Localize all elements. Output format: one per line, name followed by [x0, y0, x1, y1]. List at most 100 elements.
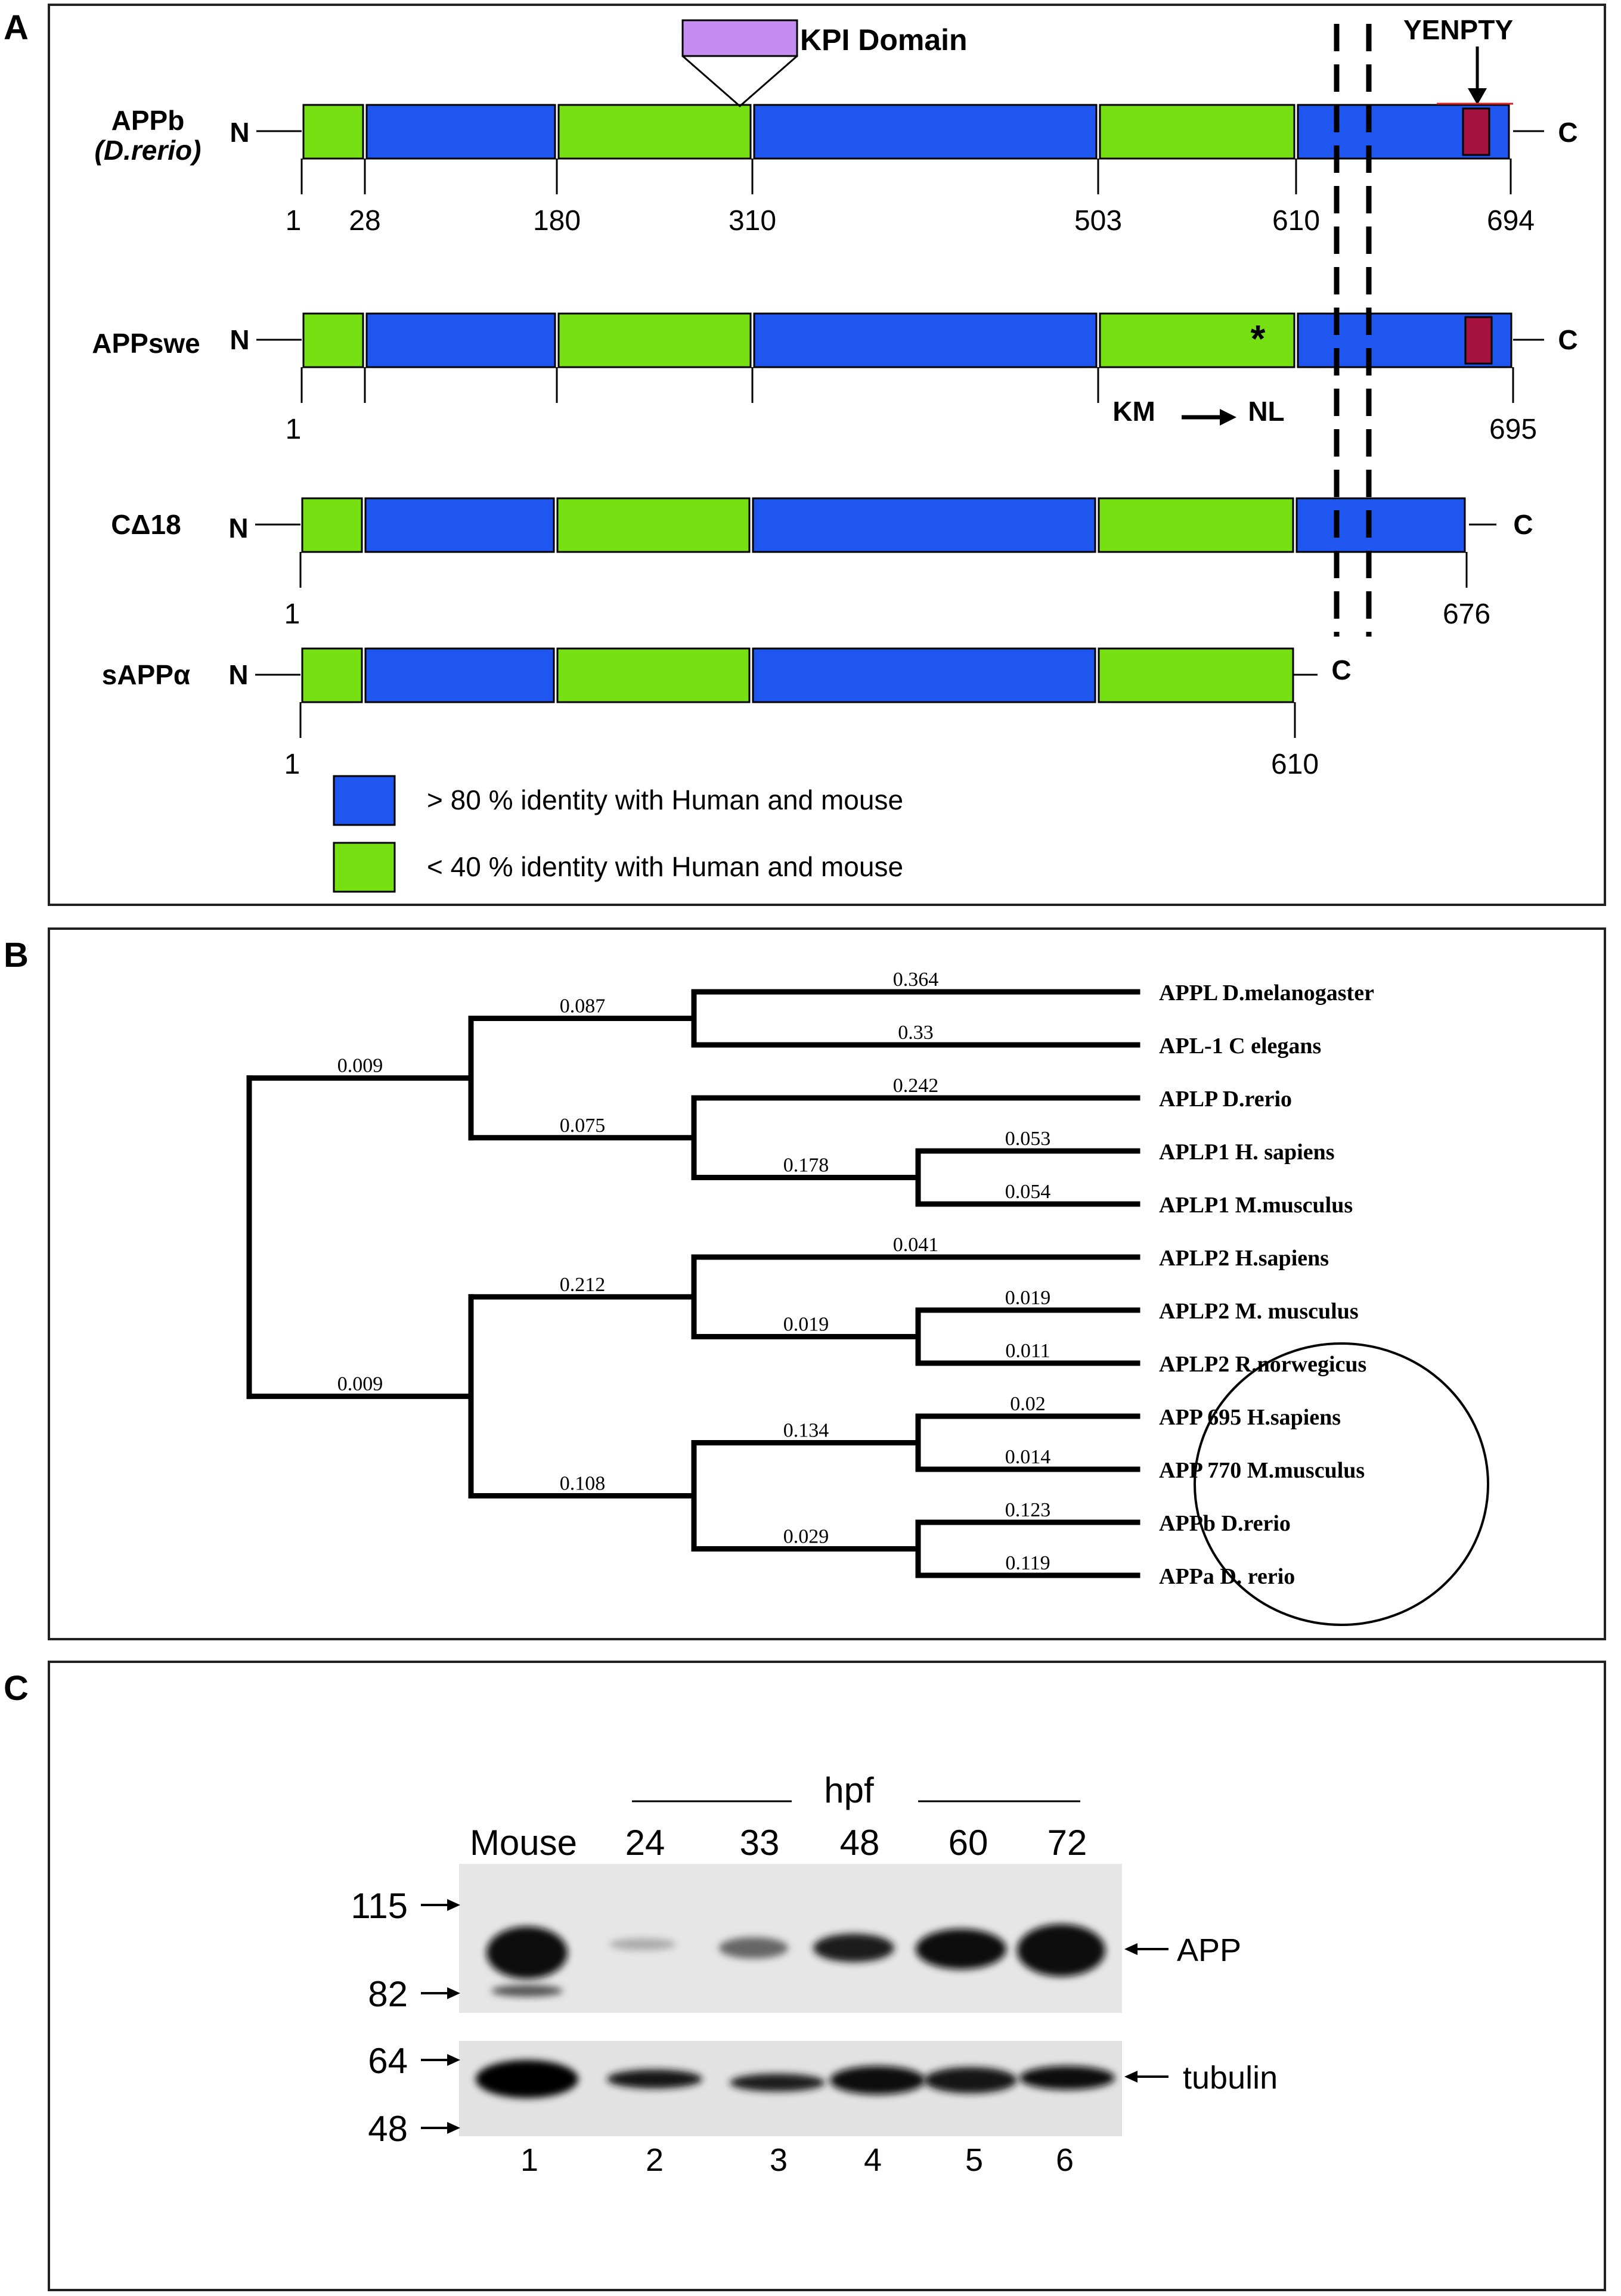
swedish-mutation-star: *	[1251, 317, 1266, 360]
legend-label-low-identity: < 40 % identity with Human and mouse	[427, 851, 903, 882]
panel-a: A APPb (D.rerio) APPswe CΔ18 sAPPα N N N…	[4, 4, 1606, 906]
residue-label: 310	[729, 205, 776, 237]
residue-label: 1	[286, 414, 302, 445]
legend-label-high-identity: > 80 % identity with Human and mouse	[427, 784, 903, 815]
band-label-app: APP	[1177, 1932, 1241, 1968]
construct-3-segment-4	[752, 497, 1096, 553]
app-blot	[459, 1864, 1122, 2013]
lane-number-6: 6	[1056, 2142, 1074, 2178]
c-terminus-label: C	[1558, 324, 1577, 355]
branch-length-label: 0.011	[1005, 1340, 1050, 1362]
lane-number-2: 2	[646, 2142, 664, 2178]
kpi-domain-box	[681, 19, 798, 57]
legend-swatch-green	[333, 842, 396, 893]
branch-length-label: 0.014	[1005, 1446, 1051, 1468]
taxon-label: APL-1 C elegans	[1159, 1034, 1321, 1059]
lane-header-72: 72	[1047, 1823, 1087, 1863]
branch-length-label: 0.053	[1005, 1128, 1051, 1150]
panel-c-frame	[48, 1661, 1606, 2291]
residue-label: 694	[1487, 205, 1535, 237]
construct-label-cdelta18: CΔ18	[111, 509, 181, 540]
c-terminus-label: C	[1331, 654, 1351, 685]
residue-label: 1	[286, 205, 302, 237]
construct-label-appb-species: (D.rerio)	[95, 135, 202, 166]
taxon-label: APP 695 H.sapiens	[1159, 1405, 1341, 1430]
phylogenetic-tree: 0.009 0.087 0.364 APPL D.melanogaster 0.33 AP…	[246, 969, 1374, 1589]
taxon-label: APLP1 M.musculus	[1159, 1193, 1353, 1218]
construct-4-segment-5	[1098, 647, 1294, 703]
n-terminus-label: N	[228, 659, 248, 690]
taxon-label: APP 770 M.musculus	[1159, 1458, 1365, 1483]
construct-2-segment-2	[365, 312, 556, 368]
construct-label-appb: APPb	[111, 105, 185, 136]
construct-1-segment-5	[1099, 104, 1295, 160]
panel-c: C hpf Mouse 24 33 48 60	[4, 1661, 1606, 2291]
construct-1-segment-4	[753, 104, 1098, 160]
branch-length-label: 0.009	[337, 1055, 383, 1077]
branch-length-label: 0.134	[783, 1420, 829, 1442]
construct-label-sappalpha: sAPPα	[102, 659, 190, 690]
mw-marker-48: 48	[368, 2109, 408, 2149]
panel-b-letter: B	[4, 936, 29, 975]
mw-marker-arrows	[421, 1904, 448, 2129]
construct-2-segment-4	[753, 312, 1098, 368]
lane-number-1: 1	[520, 2142, 538, 2178]
hpf-label: hpf	[824, 1770, 874, 1810]
kpi-domain-label: KPI Domain	[800, 23, 968, 57]
construct-4-segment-3	[556, 647, 751, 703]
branch-length-label: 0.119	[1005, 1552, 1050, 1574]
taxon-label: APLP D.rerio	[1159, 1087, 1292, 1112]
construct-3-segment-6	[1295, 497, 1466, 553]
branch-length-label: 0.212	[560, 1274, 606, 1296]
residue-label: 180	[533, 205, 581, 237]
construct-1-segment-1	[302, 104, 364, 160]
taxon-label: APPL D.melanogaster	[1159, 981, 1374, 1006]
lane-header-33: 33	[740, 1823, 780, 1863]
panel-a-letter: A	[4, 8, 29, 47]
lane-number-5: 5	[965, 2142, 983, 2178]
construct-3-segment-3	[556, 497, 751, 553]
construct-1-segment-3	[557, 104, 752, 160]
construct-bars: 1 28 180 310 503 610 694 1 695 1 676 1 610	[284, 104, 1537, 780]
branch-length-label: 0.02	[1010, 1393, 1046, 1415]
construct-4-segment-4	[752, 647, 1096, 703]
band-label-tubulin: tubulin	[1183, 2060, 1278, 2096]
branch-length-label: 0.054	[1005, 1181, 1051, 1203]
residue-label: 28	[349, 205, 380, 237]
construct-1-segment-2	[365, 104, 556, 160]
branch-length-label: 0.087	[560, 995, 606, 1017]
lane-header-60: 60	[949, 1823, 988, 1863]
panel-b: B 0.009 0.087 0.364 APPL D.melanogaster 0.33…	[4, 927, 1606, 1640]
yenpty-motif	[1462, 107, 1490, 156]
branch-length-label: 0.242	[893, 1075, 939, 1097]
n-terminus-label: N	[230, 117, 249, 148]
taxon-label: APLP2 M. musculus	[1159, 1299, 1359, 1324]
n-terminus-label: N	[228, 513, 248, 544]
taxon-label: APPa D. rerio	[1159, 1564, 1295, 1589]
residue-label: 676	[1443, 598, 1490, 630]
branch-length-label: 0.178	[783, 1155, 829, 1177]
lane-header-48: 48	[840, 1823, 880, 1863]
c-terminus-label: C	[1513, 509, 1533, 540]
legend-swatch-blue	[333, 775, 396, 826]
branch-length-label: 0.108	[560, 1473, 606, 1495]
c-terminus-label: C	[1558, 117, 1577, 148]
branch-length-label: 0.019	[783, 1314, 829, 1336]
tubulin-blot	[459, 2041, 1122, 2136]
mw-marker-115: 115	[351, 1886, 408, 1926]
mutation-to-label: NL	[1248, 396, 1284, 427]
lane-number-4: 4	[864, 2142, 882, 2178]
branch-length-label: 0.029	[783, 1526, 829, 1548]
lane-number-3: 3	[770, 2142, 788, 2178]
construct-3-segment-1	[301, 497, 363, 553]
taxon-label: APLP2 H.sapiens	[1159, 1246, 1329, 1271]
branch-length-label: 0.123	[1005, 1499, 1051, 1521]
mw-marker-64: 64	[368, 2041, 408, 2081]
construct-2-segment-3	[557, 312, 752, 368]
construct-label-appswe: APPswe	[92, 328, 200, 359]
panel-c-letter: C	[4, 1669, 29, 1708]
construct-2-segment-1	[302, 312, 364, 368]
branch-length-label: 0.364	[893, 969, 939, 991]
branch-length-label: 0.33	[898, 1022, 934, 1044]
residue-label: 503	[1074, 205, 1122, 237]
